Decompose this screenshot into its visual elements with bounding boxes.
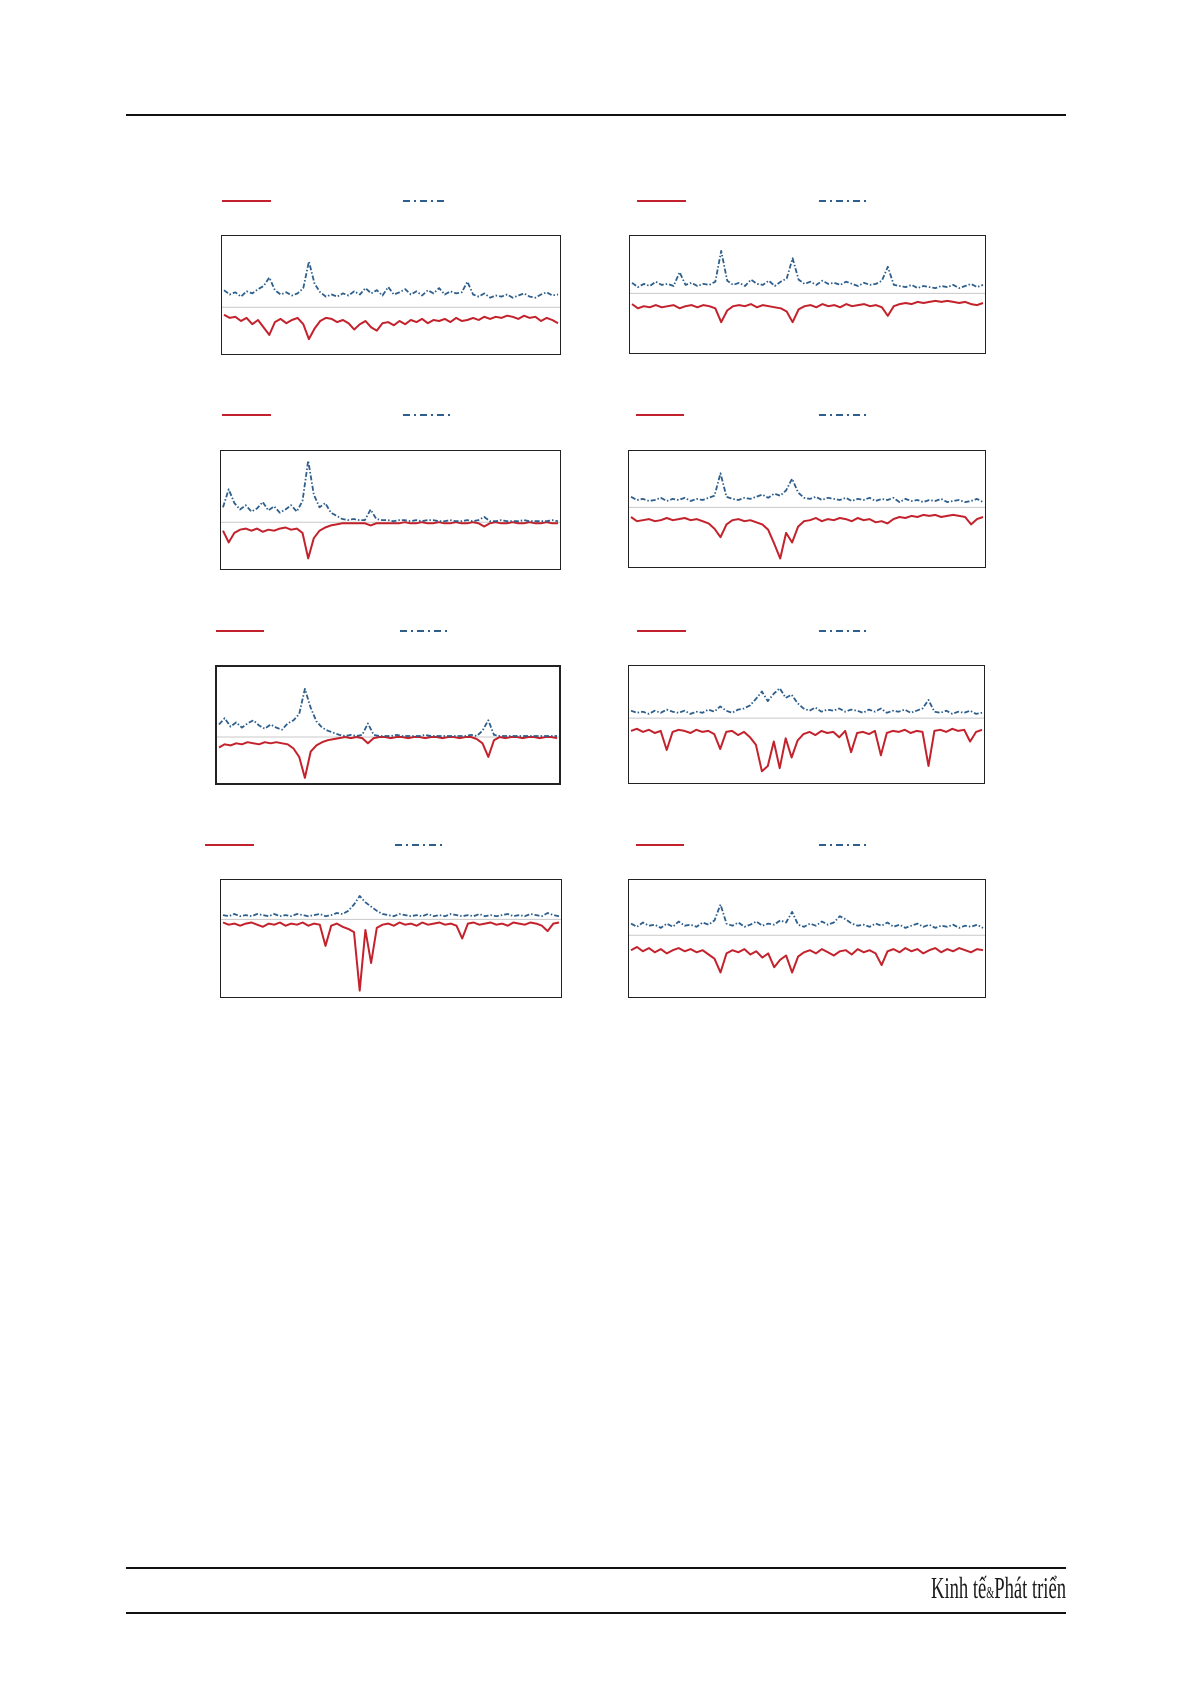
upper-series-line: [630, 903, 984, 929]
legend-line-upper-series: [395, 844, 443, 846]
lower-series-line: [630, 727, 983, 773]
legend-line-upper-series: [400, 630, 448, 632]
legend-line-lower-series: [637, 200, 686, 202]
legend-line-lower-series: [636, 414, 684, 416]
upper-series-line: [222, 459, 559, 523]
lower-series-line: [630, 513, 984, 560]
chart-7-frame: [220, 879, 562, 998]
chart-5-legend-lower-series: [216, 628, 264, 634]
lower-series-line: [631, 299, 984, 324]
chart-6-plot: [629, 687, 984, 773]
legend-line-lower-series: [222, 200, 271, 202]
chart-2-plot: [630, 249, 985, 324]
logo-text-kinh-te: Kinh tế: [930, 1570, 987, 1605]
lower-series-line: [222, 921, 560, 992]
chart-8-legend-upper-series: [819, 842, 869, 848]
chart-6-legend-upper-series: [819, 628, 869, 634]
legend-line-lower-series: [637, 630, 686, 632]
chart-6-legend-lower-series: [637, 628, 686, 634]
lower-series-line: [218, 736, 558, 779]
header-rule: [126, 114, 1066, 116]
upper-series-line: [222, 895, 560, 918]
upper-series-line: [218, 687, 557, 737]
chart-4-legend-lower-series: [636, 412, 684, 418]
journal-logo: Kinh tế&Phát triển: [931, 1571, 1066, 1610]
chart-7-plot: [221, 895, 561, 992]
chart-5-legend-upper-series: [400, 628, 448, 634]
chart-8-frame: [628, 879, 986, 998]
chart-3-plot: [221, 459, 560, 560]
chart-5-plot: [217, 687, 559, 779]
chart-5-frame: [215, 665, 561, 785]
chart-3-legend-lower-series: [222, 412, 271, 418]
upper-series-line: [223, 260, 559, 299]
legend-line-upper-series: [403, 200, 446, 202]
legend-line-lower-series: [205, 844, 254, 846]
logo-text-phat-trien: Phát triển: [994, 1570, 1066, 1605]
chart-2-frame: [629, 235, 986, 354]
upper-series-line: [630, 472, 984, 503]
legend-line-upper-series: [819, 414, 869, 416]
chart-7-legend-upper-series: [395, 842, 443, 848]
upper-series-line: [631, 249, 984, 289]
chart-3-frame: [220, 450, 561, 570]
footer-rule-top: [126, 1567, 1066, 1569]
chart-4-plot: [629, 472, 985, 560]
chart-6-frame: [628, 665, 985, 784]
chart-2-legend-upper-series: [819, 198, 869, 204]
legend-line-lower-series: [636, 844, 684, 846]
chart-1-legend-upper-series: [403, 198, 446, 204]
chart-3-legend-upper-series: [403, 412, 451, 418]
chart-2-legend-lower-series: [637, 198, 686, 204]
chart-4-legend-upper-series: [819, 412, 869, 418]
lower-series-line: [630, 946, 984, 974]
chart-1-legend-lower-series: [222, 198, 271, 204]
chart-7-legend-lower-series: [205, 842, 254, 848]
upper-series-line: [630, 687, 983, 715]
legend-line-upper-series: [819, 630, 869, 632]
chart-4-frame: [628, 450, 986, 568]
logo-text-ampersand: &: [986, 1583, 995, 1602]
legend-line-upper-series: [403, 414, 451, 416]
chart-1-frame: [221, 235, 561, 355]
chart-8-plot: [629, 903, 985, 974]
legend-line-lower-series: [222, 414, 271, 416]
legend-line-upper-series: [819, 200, 869, 202]
chart-8-legend-lower-series: [636, 842, 684, 848]
legend-line-upper-series: [819, 844, 869, 846]
legend-line-lower-series: [216, 630, 264, 632]
chart-1-plot: [222, 260, 560, 341]
lower-series-line: [223, 313, 559, 341]
lower-series-line: [222, 521, 558, 560]
footer-rule-bottom: [126, 1612, 1066, 1614]
